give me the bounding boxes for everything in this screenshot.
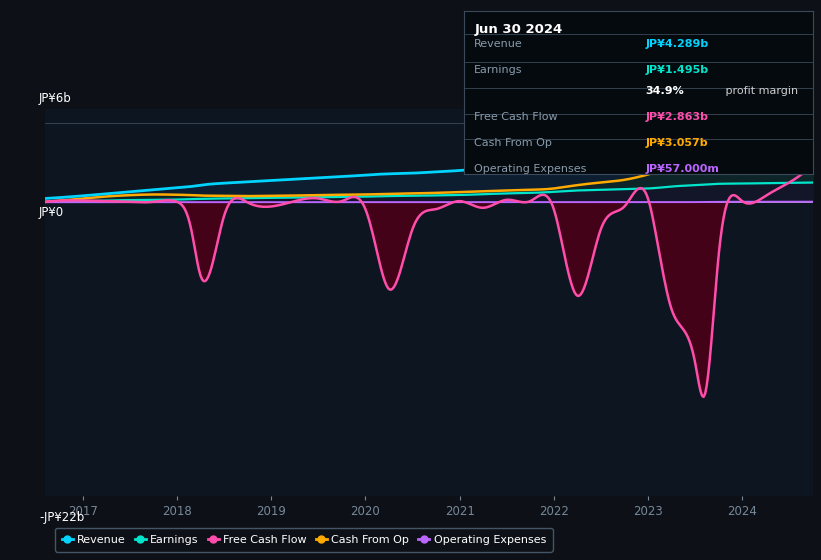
Text: Free Cash Flow: Free Cash Flow <box>475 112 558 122</box>
Text: profit margin: profit margin <box>722 86 798 96</box>
Text: Jun 30 2024: Jun 30 2024 <box>475 22 562 36</box>
Text: /yr: /yr <box>819 138 821 148</box>
Text: JP¥3.057b: JP¥3.057b <box>645 138 708 148</box>
Legend: Revenue, Earnings, Free Cash Flow, Cash From Op, Operating Expenses: Revenue, Earnings, Free Cash Flow, Cash … <box>55 528 553 552</box>
Text: /yr: /yr <box>819 65 821 75</box>
Text: Earnings: Earnings <box>475 65 523 75</box>
Text: Cash From Op: Cash From Op <box>475 138 553 148</box>
Text: 34.9%: 34.9% <box>645 86 684 96</box>
Text: -JP¥22b: -JP¥22b <box>39 511 85 524</box>
Text: JP¥6b: JP¥6b <box>39 92 71 105</box>
Text: JP¥57.000m: JP¥57.000m <box>645 164 719 174</box>
Text: /yr: /yr <box>819 112 821 122</box>
Text: JP¥0: JP¥0 <box>39 206 64 220</box>
Text: JP¥2.863b: JP¥2.863b <box>645 112 709 122</box>
Text: Revenue: Revenue <box>475 39 523 49</box>
Text: Operating Expenses: Operating Expenses <box>475 164 587 174</box>
Text: JP¥1.495b: JP¥1.495b <box>645 65 709 75</box>
Text: JP¥4.289b: JP¥4.289b <box>645 39 709 49</box>
Text: /yr: /yr <box>819 39 821 49</box>
Text: /yr: /yr <box>819 164 821 174</box>
